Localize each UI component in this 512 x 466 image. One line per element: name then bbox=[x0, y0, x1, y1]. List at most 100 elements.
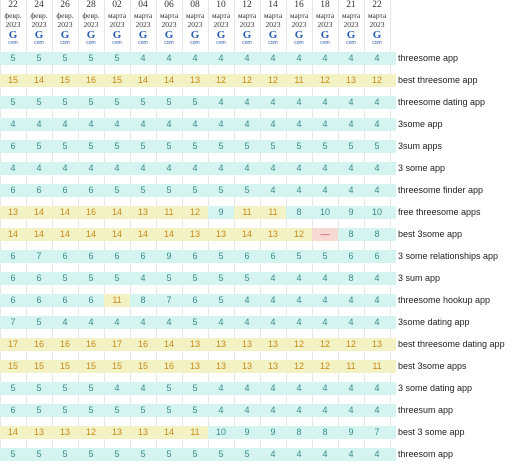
row-band bbox=[390, 294, 396, 307]
position-cell: 4 bbox=[338, 96, 364, 109]
position-cell: 6 bbox=[130, 250, 156, 263]
engine-domain: com bbox=[372, 39, 382, 46]
row-band bbox=[390, 250, 396, 263]
position-cell: 6 bbox=[338, 250, 364, 263]
position-cell: 4 bbox=[338, 184, 364, 197]
date-day: 28 bbox=[86, 0, 96, 10]
keyword-label[interactable]: threesome dating app bbox=[398, 97, 486, 107]
position-cell: 14 bbox=[156, 426, 182, 439]
position-cell: 14 bbox=[26, 228, 52, 241]
keyword-label[interactable]: threesome hookup app bbox=[398, 295, 491, 305]
position-cell: 4 bbox=[338, 382, 364, 395]
position-cell: 4 bbox=[156, 316, 182, 329]
position-cell: 8 bbox=[286, 206, 312, 219]
position-cell: 5 bbox=[52, 404, 78, 417]
position-cell: 4 bbox=[208, 404, 234, 417]
position-cell: 4 bbox=[338, 52, 364, 65]
position-cell: 5 bbox=[104, 52, 130, 65]
position-cell: 5 bbox=[130, 448, 156, 461]
position-cell: 5 bbox=[156, 184, 182, 197]
keyword-label[interactable]: 3some app bbox=[398, 119, 443, 129]
table-row: 7 5 4 4 4 4 4 5 4 4 4 4 4 4 4 3some dating app bbox=[0, 312, 512, 334]
keyword-label[interactable]: best 3 some app bbox=[398, 427, 465, 437]
position-cell: 14 bbox=[156, 228, 182, 241]
position-cell: 5 bbox=[182, 272, 208, 285]
row-band bbox=[390, 140, 396, 153]
table-row: 17 16 16 16 17 16 14 13 13 13 13 12 12 12 13 best three… bbox=[0, 334, 512, 356]
position-cell: 4 bbox=[364, 118, 390, 131]
position-cell: 6 bbox=[182, 250, 208, 263]
position-cell: 5 bbox=[312, 140, 338, 153]
position-cell: 4 bbox=[364, 52, 390, 65]
position-cell: 5 bbox=[104, 140, 130, 153]
google-icon: G bbox=[346, 28, 356, 41]
keyword-label[interactable]: best threesome dating app bbox=[398, 339, 505, 349]
row-band bbox=[390, 448, 396, 461]
position-cell: 5 bbox=[52, 382, 78, 395]
position-cell: 12 bbox=[312, 74, 338, 87]
position-cell: 4 bbox=[104, 162, 130, 175]
position-cell: 5 bbox=[234, 140, 260, 153]
keyword-label[interactable]: 3 some relationships app bbox=[398, 251, 499, 261]
position-cell: 11 bbox=[234, 206, 260, 219]
keyword-label[interactable]: threesome finder app bbox=[398, 185, 484, 195]
table-row: 6 5 5 5 5 5 5 5 5 5 5 5 5 5 5 3sum apps bbox=[0, 136, 512, 158]
position-cell: 4 bbox=[286, 316, 312, 329]
position-cell: 4 bbox=[234, 118, 260, 131]
engine-domain: com bbox=[346, 39, 356, 46]
position-cell: 12 bbox=[312, 360, 338, 373]
engine-domain: com bbox=[164, 39, 174, 46]
keyword-label[interactable]: best threesome app bbox=[398, 75, 478, 85]
position-cell: 5 bbox=[104, 404, 130, 417]
position-cell: 5 bbox=[78, 52, 104, 65]
position-cell: 5 bbox=[208, 294, 234, 307]
position-cell: 4 bbox=[286, 184, 312, 197]
position-cell: 4 bbox=[130, 52, 156, 65]
date-day: 22 bbox=[8, 0, 18, 10]
position-cell: 15 bbox=[78, 360, 104, 373]
keyword-label[interactable]: threesom app bbox=[398, 449, 454, 459]
keyword-label[interactable]: best 3some apps bbox=[398, 361, 467, 371]
engine-domain: com bbox=[216, 39, 226, 46]
position-cell: 6 bbox=[52, 250, 78, 263]
position-cell: 16 bbox=[78, 206, 104, 219]
date-month: марта bbox=[315, 10, 335, 20]
position-cell: 12 bbox=[182, 206, 208, 219]
position-cell: 4 bbox=[286, 404, 312, 417]
engine-domain: com bbox=[242, 39, 252, 46]
position-cell: 4 bbox=[130, 162, 156, 175]
keyword-label[interactable]: 3 sum app bbox=[398, 273, 441, 283]
position-cell: 5 bbox=[208, 140, 234, 153]
position-cell: 5 bbox=[156, 448, 182, 461]
keyword-label[interactable]: threesome app bbox=[398, 53, 459, 63]
position-cell: 4 bbox=[260, 316, 286, 329]
position-cell: 6 bbox=[78, 294, 104, 307]
google-icon: G bbox=[164, 28, 174, 41]
date-month: февр. bbox=[4, 10, 22, 20]
date-month: марта bbox=[341, 10, 361, 20]
keyword-label[interactable]: best 3some app bbox=[398, 229, 463, 239]
keyword-label[interactable]: 3sum apps bbox=[398, 141, 443, 151]
keyword-label[interactable]: free threesome apps bbox=[398, 207, 481, 217]
engine-domain: com bbox=[320, 39, 330, 46]
keyword-label[interactable]: threesum app bbox=[398, 405, 454, 415]
position-cell: 17 bbox=[104, 338, 130, 351]
position-cell: 4 bbox=[260, 448, 286, 461]
position-cell: 16 bbox=[78, 338, 104, 351]
date-year: 2023 bbox=[109, 19, 125, 29]
position-cell: 15 bbox=[0, 360, 26, 373]
keyword-label[interactable]: 3some dating app bbox=[398, 317, 470, 327]
position-cell: 16 bbox=[130, 338, 156, 351]
google-icon: G bbox=[112, 28, 122, 41]
position-cell: 13 bbox=[0, 206, 26, 219]
row-band bbox=[390, 360, 396, 373]
keyword-label[interactable]: 3 some app bbox=[398, 163, 446, 173]
engine-domain: com bbox=[268, 39, 278, 46]
keyword-label[interactable]: 3 some dating app bbox=[398, 383, 473, 393]
position-cell: 5 bbox=[104, 448, 130, 461]
